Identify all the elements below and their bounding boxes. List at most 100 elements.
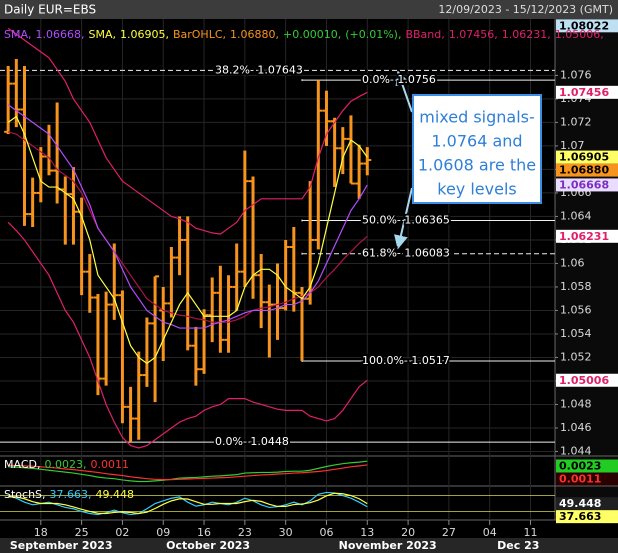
indicator-line bbox=[7, 221, 368, 449]
y-tick-label: 1.072 bbox=[560, 115, 592, 128]
price-tag bbox=[556, 510, 618, 524]
price-tag bbox=[556, 178, 618, 192]
y-tick-label: 1.06 bbox=[560, 256, 585, 269]
x-tick-label: 06 bbox=[319, 526, 333, 539]
price-tag bbox=[556, 229, 618, 243]
legend-entry: +0.00010, bbox=[283, 28, 341, 41]
legend-entry: 0.0011 bbox=[90, 458, 129, 471]
annotation-text: 1.0608 are the bbox=[418, 156, 536, 175]
fib-label: 100.0%- 1.0517 bbox=[362, 354, 450, 367]
macd-line bbox=[8, 464, 368, 481]
fib-label: 0.0%- 1.0448 bbox=[215, 435, 289, 448]
x-tick-label: 11 bbox=[524, 526, 538, 539]
fib-label: 50.0%- 1.06365 bbox=[362, 214, 450, 227]
x-tick-label: 27 bbox=[442, 526, 456, 539]
stoch-line bbox=[8, 492, 368, 515]
x-tick-label: 25 bbox=[75, 526, 89, 539]
legend-entry: 1.06668, bbox=[36, 28, 85, 41]
y-tick-label: 1.07 bbox=[560, 139, 585, 152]
legend-entry: SMA, bbox=[4, 28, 32, 41]
y-tick-label: 1.046 bbox=[560, 421, 592, 434]
price-tag-label: 1.06668 bbox=[559, 178, 609, 191]
month-label: Dec 23 bbox=[497, 539, 539, 552]
month-label: September 2023 bbox=[10, 539, 113, 552]
y-tick-label: 1.076 bbox=[560, 68, 592, 81]
legend-entry: StochS, bbox=[4, 488, 46, 501]
fib-label: 0.0%- 1.0756 bbox=[362, 73, 436, 86]
legend: MACD, 0.0023, 0.0011 bbox=[4, 458, 129, 471]
price-tag-label: 0.0023 bbox=[559, 460, 601, 473]
price-tag bbox=[556, 19, 618, 33]
price-tag-label: 49.448 bbox=[559, 497, 601, 510]
fib-label: 38.2%- 1.07643 bbox=[215, 63, 303, 76]
price-tag-label: 1.08022 bbox=[559, 19, 609, 32]
indicator-line bbox=[7, 131, 368, 323]
y-tick-label: 1.056 bbox=[560, 303, 592, 316]
legend-entry: MACD, bbox=[4, 458, 40, 471]
price-tag-label: 37.663 bbox=[559, 510, 601, 523]
legend-entry: (+0.01%), bbox=[345, 28, 401, 41]
x-tick-label: 23 bbox=[238, 526, 252, 539]
chart-title: Daily EUR=EBS bbox=[4, 3, 96, 17]
legend-entry: 1.06880, bbox=[230, 28, 279, 41]
legend-entry: SMA, bbox=[88, 28, 116, 41]
legend: SMA, 1.06668, SMA, 1.06905, BarOHLC, 1.06880,… bbox=[4, 28, 604, 41]
price-tag-label: 1.06231 bbox=[559, 230, 609, 243]
month-bar bbox=[0, 538, 618, 553]
legend: StochS, 37.663, 49.448 bbox=[4, 488, 134, 501]
annotation-box bbox=[412, 94, 542, 204]
price-tag bbox=[556, 373, 618, 387]
date-range: 12/09/2023 - 15/12/2023 (GMT) bbox=[438, 3, 613, 16]
price-tag-label: 1.07456 bbox=[559, 86, 609, 99]
price-tag bbox=[556, 150, 618, 164]
legend-entry: 49.448 bbox=[96, 488, 135, 501]
price-tag-label: 1.06880 bbox=[559, 164, 609, 177]
price-tag-label: 1.06905 bbox=[559, 151, 609, 164]
y-tick-label: 1.044 bbox=[560, 444, 592, 457]
legend-entry: 0.0023, bbox=[44, 458, 86, 471]
x-tick-label: 04 bbox=[483, 526, 497, 539]
arrow bbox=[395, 70, 413, 113]
arrow bbox=[394, 187, 413, 250]
legend-entry: 1.07456, bbox=[449, 28, 498, 41]
x-tick-label: 30 bbox=[279, 526, 293, 539]
legend-entry: 1.05006, bbox=[555, 28, 604, 41]
price-tag bbox=[556, 85, 618, 99]
price-tag bbox=[556, 472, 618, 486]
annotation-text: mixed signals- bbox=[419, 108, 535, 127]
legend-entry: 1.06905, bbox=[120, 28, 169, 41]
y-tick-label: 1.058 bbox=[560, 280, 592, 293]
legend-entry: 37.663, bbox=[50, 488, 92, 501]
annotation-text: key levels bbox=[437, 180, 516, 199]
indicator-line bbox=[7, 115, 368, 365]
y-tick-label: 1.048 bbox=[560, 397, 592, 410]
fib-label: 61.8%- 1.06083 bbox=[362, 247, 450, 260]
price-tag bbox=[556, 459, 618, 473]
y-tick-label: 1.054 bbox=[560, 327, 592, 340]
price-tag-label: 1.05006 bbox=[559, 374, 609, 387]
plot bbox=[0, 27, 555, 516]
y-tick-label: 1.064 bbox=[560, 209, 592, 222]
x-tick-label: 02 bbox=[115, 526, 129, 539]
x-tick-label: 18 bbox=[34, 526, 48, 539]
x-tick-label: 20 bbox=[401, 526, 415, 539]
price-tag-label: 0.0011 bbox=[559, 473, 601, 486]
y-tick-label: 1.052 bbox=[560, 350, 592, 363]
price-tag bbox=[556, 163, 618, 177]
indicator-line bbox=[7, 27, 368, 235]
legend-entry: BBand, bbox=[405, 28, 444, 41]
overlay: 38.2%- 1.07643 0.0%- 1.0756 50.0%- 1.06365… bbox=[4, 19, 618, 524]
header-bar bbox=[0, 0, 618, 19]
legend-entry: BarOHLC, bbox=[173, 28, 226, 41]
indicator-line bbox=[7, 104, 368, 329]
annotation-text: 1.0764 and bbox=[431, 132, 522, 151]
month-label: October 2023 bbox=[166, 539, 250, 552]
month-label: November 2023 bbox=[339, 539, 437, 552]
price-tag bbox=[556, 497, 618, 511]
x-tick-label: 09 bbox=[156, 526, 170, 539]
price-axis bbox=[555, 19, 618, 520]
x-tick-label: 16 bbox=[197, 526, 211, 539]
stoch-line bbox=[7, 491, 368, 516]
